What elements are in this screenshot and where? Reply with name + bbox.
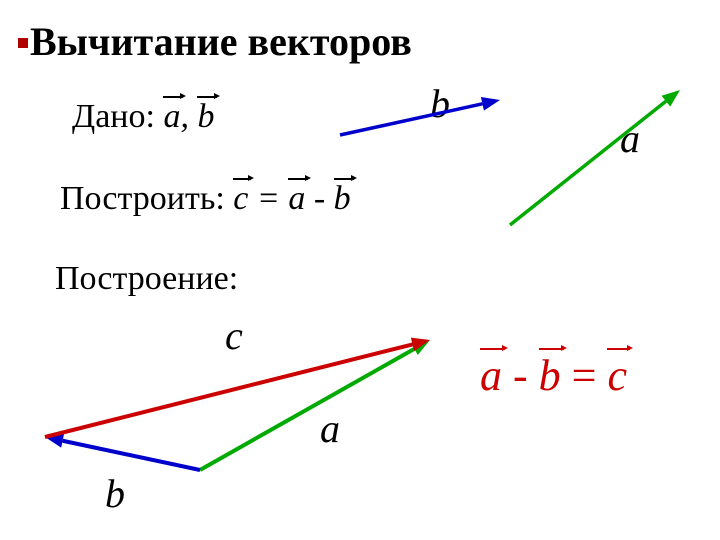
given-line: Дано: a, b bbox=[72, 98, 214, 136]
build-vec-c: c bbox=[233, 180, 248, 218]
eq-a: a bbox=[480, 350, 502, 401]
construction-text: Построение: bbox=[55, 260, 238, 297]
given-vec-a: a bbox=[163, 98, 180, 136]
label-bottom-a-text: a bbox=[320, 406, 340, 451]
build-vec-b: b bbox=[334, 180, 351, 218]
label-top-a-text: a bbox=[620, 116, 640, 161]
title-text: Вычитание векторов bbox=[30, 19, 412, 64]
label-bottom-b: b bbox=[105, 470, 125, 517]
result-equation: a - b = c bbox=[480, 350, 627, 401]
label-bottom-b-text: b bbox=[105, 471, 125, 516]
page-title: Вычитание векторов bbox=[30, 18, 412, 65]
label-top-a: a bbox=[620, 115, 640, 162]
label-bottom-c-text: с bbox=[225, 313, 243, 358]
label-top-b-text: b bbox=[430, 81, 450, 126]
label-bottom-c: с bbox=[225, 312, 243, 359]
label-top-b: b bbox=[430, 80, 450, 127]
build-minus: - bbox=[305, 180, 333, 217]
given-vec-b: b bbox=[197, 98, 214, 136]
build-eq: = bbox=[248, 180, 288, 217]
build-line: Построить: c = a - b bbox=[60, 180, 351, 218]
build-label: Построить: bbox=[60, 180, 225, 217]
label-bottom-a: a bbox=[320, 405, 340, 452]
build-vec-a: a bbox=[288, 180, 305, 218]
eq-minus: - bbox=[502, 351, 539, 400]
eq-b: b bbox=[539, 350, 561, 401]
eq-c: c bbox=[607, 350, 627, 401]
construction-label: Построение: bbox=[55, 260, 238, 298]
given-label: Дано: bbox=[72, 98, 155, 135]
eq-eq: = bbox=[561, 351, 608, 400]
